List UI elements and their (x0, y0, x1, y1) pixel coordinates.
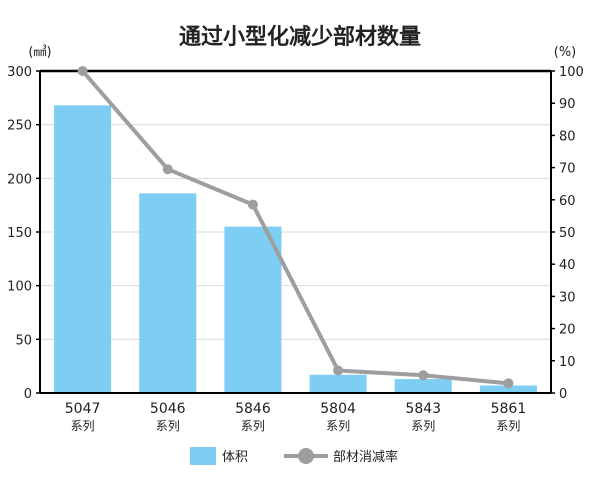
line-point-5843 (418, 370, 429, 381)
line-path (81, 69, 509, 386)
line-point-5846 (247, 199, 258, 210)
left-tick-label: 250 (7, 119, 32, 134)
bar-5804 (309, 374, 367, 393)
category-sublabel: 系列 (156, 419, 180, 433)
category-label: 5804 (320, 401, 356, 417)
line-series (77, 66, 514, 389)
category-label: 5846 (235, 401, 271, 417)
legend-label-bar: 体积 (222, 450, 248, 465)
left-tick-label: 300 (7, 65, 32, 80)
bar-5861 (479, 385, 537, 393)
category-sublabel: 系列 (71, 419, 95, 433)
category-sublabel: 系列 (496, 419, 520, 433)
left-tick-label: 100 (7, 280, 32, 295)
bar-5047 (54, 105, 112, 393)
legend-label-line: 部材消减率 (333, 449, 398, 465)
left-tick-label: 200 (7, 172, 32, 187)
bar-series (54, 105, 537, 393)
right-tick-label: 50 (559, 226, 576, 241)
legend-swatch-marker (298, 448, 314, 464)
right-tick-label: 30 (559, 290, 576, 305)
right-tick-label: 40 (559, 258, 576, 273)
category-labels: 5047 系列 5046 系列 5846 系列 5804 系列 5843 系列 5861 系列 (65, 401, 526, 433)
category-label: 5861 (491, 401, 527, 417)
left-axis-unit: (㎣) (28, 45, 51, 60)
left-tick-label: 150 (7, 226, 32, 241)
right-tick-label: 20 (559, 323, 576, 338)
plot-frame (36, 69, 555, 394)
right-tick-label: 70 (559, 162, 576, 177)
right-tick-label: 10 (559, 355, 576, 370)
legend: 体积 部材消减率 (190, 447, 398, 465)
category-sublabel: 系列 (241, 419, 265, 433)
chart-title: 通过小型化减少部材数量 (179, 24, 421, 50)
bar-5846 (224, 226, 282, 393)
right-tick-label: 0 (559, 387, 567, 402)
right-tick-label: 90 (559, 97, 576, 112)
line-point-5046 (162, 164, 173, 175)
line-point-5861 (503, 378, 514, 389)
left-axis-ticks: 0 50 100 150 200 250 300 (7, 65, 32, 402)
line-point-5047 (77, 66, 88, 76)
left-tick-label: 0 (24, 387, 32, 402)
category-label: 5047 (65, 401, 101, 417)
line-point-5804 (333, 365, 344, 376)
right-axis-unit: (%) (554, 45, 577, 60)
category-sublabel: 系列 (411, 419, 435, 433)
right-tick-label: 60 (559, 194, 576, 209)
category-label: 5843 (405, 401, 441, 417)
category-label: 5046 (150, 401, 186, 417)
right-tick-label: 100 (559, 65, 584, 80)
legend-swatch-bar (190, 447, 216, 465)
bar-5046 (139, 193, 197, 393)
right-tick-label: 80 (559, 129, 576, 144)
right-axis-ticks: 0 10 20 30 40 50 60 70 80 90 100 (559, 65, 584, 402)
left-tick-label: 50 (15, 333, 32, 348)
grid-lines (40, 124, 551, 340)
category-sublabel: 系列 (326, 419, 350, 433)
bar-5843 (394, 379, 452, 393)
